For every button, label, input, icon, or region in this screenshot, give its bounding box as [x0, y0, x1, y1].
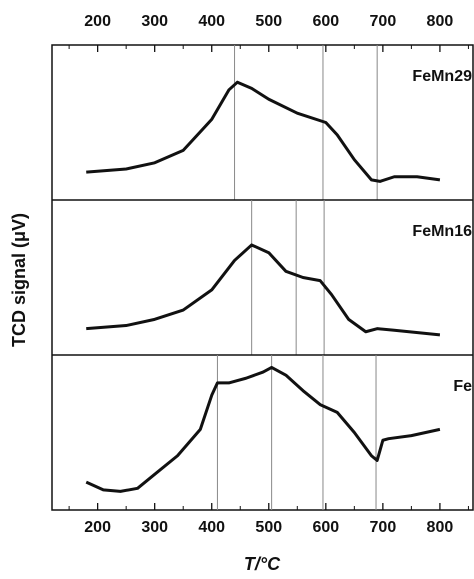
x-tick-label: 800	[427, 519, 454, 536]
x-tick-label-top: 500	[255, 13, 282, 30]
plot-frame	[51, 44, 474, 511]
y-axis-label: TCD signal (μV)	[9, 213, 29, 347]
x-tick-label: 700	[370, 519, 397, 536]
x-tick-label: 400	[198, 519, 225, 536]
line-series	[86, 80, 441, 183]
series-label: FeMn29	[412, 68, 472, 85]
series-label: FeMn16	[412, 223, 472, 240]
series-label: Fe	[453, 378, 472, 395]
x-tick-label: 600	[312, 519, 339, 536]
x-tick-label-top: 400	[198, 13, 225, 30]
x-tick-label-top: 300	[141, 13, 168, 30]
x-tick-label-top: 600	[312, 13, 339, 30]
x-tick-label: 300	[141, 519, 168, 536]
x-tick-label-top: 700	[370, 13, 397, 30]
x-axis-label: T/°C	[244, 554, 281, 574]
x-tick-label: 500	[255, 519, 282, 536]
line-series	[85, 365, 441, 493]
x-tick-label-top: 800	[427, 13, 454, 30]
x-tick-label-top: 200	[84, 13, 111, 30]
x-tick-label: 200	[84, 519, 111, 536]
line-series	[86, 243, 441, 337]
